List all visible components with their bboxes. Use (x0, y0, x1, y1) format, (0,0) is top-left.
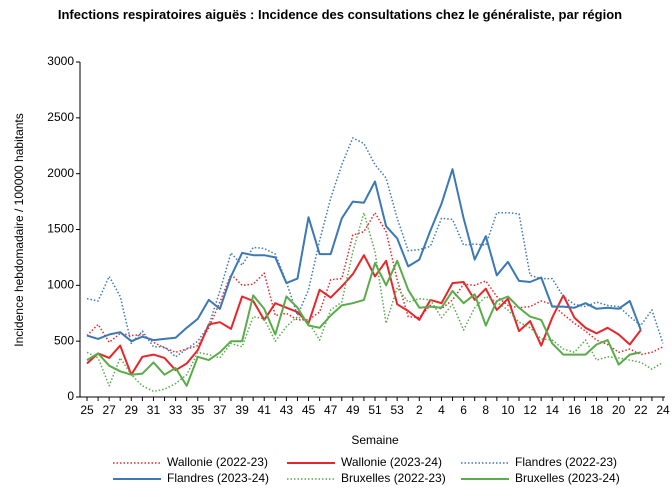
x-tick-label: 2 (416, 403, 423, 417)
x-tick-label: 33 (169, 403, 183, 417)
y-tick-label: 1000 (47, 278, 74, 292)
x-tick-label: 12 (523, 403, 537, 417)
x-tick-label: 16 (568, 403, 582, 417)
series-line (86, 211, 664, 356)
legend-label: Wallonie (2022-23) (167, 455, 268, 469)
x-tick-label: 31 (147, 403, 161, 417)
x-tick-label: 39 (235, 403, 249, 417)
series-line (86, 211, 664, 393)
x-tick-label: 45 (302, 403, 316, 417)
legend-label: Bruxelles (2023-24) (515, 471, 620, 485)
x-axis-label: Semaine (351, 433, 399, 447)
y-axis-label: Incidence hebdomadaire / 100000 habitant… (12, 113, 26, 347)
x-tick-label: 43 (280, 403, 294, 417)
legend-label: Flandres (2023-24) (167, 471, 269, 485)
x-tick-label: 25 (80, 403, 94, 417)
y-tick-label: 1500 (47, 222, 74, 236)
y-tick-label: 0 (67, 389, 74, 403)
series-line (86, 259, 642, 387)
y-tick-label: 2500 (47, 110, 74, 124)
legend-label: Wallonie (2023-24) (341, 455, 442, 469)
x-tick-label: 47 (324, 403, 338, 417)
legend-label: Bruxelles (2022-23) (341, 471, 446, 485)
x-tick-label: 6 (460, 403, 467, 417)
series-line (86, 168, 642, 343)
x-tick-label: 35 (191, 403, 205, 417)
y-tick-label: 500 (54, 333, 74, 347)
x-tick-label: 37 (213, 403, 227, 417)
x-tick-label: 29 (125, 403, 139, 417)
x-tick-label: 27 (102, 403, 116, 417)
x-tick-label: 14 (546, 403, 560, 417)
x-tick-label: 8 (482, 403, 489, 417)
x-tick-label: 4 (438, 403, 445, 417)
x-tick-label: 53 (390, 403, 404, 417)
x-tick-label: 24 (656, 403, 670, 417)
x-tick-label: 41 (258, 403, 272, 417)
x-tick-label: 18 (590, 403, 604, 417)
series-line (86, 254, 642, 376)
series-line (86, 137, 664, 358)
legend-label: Flandres (2022-23) (515, 455, 617, 469)
x-tick-label: 49 (346, 403, 360, 417)
x-tick-label: 51 (368, 403, 382, 417)
x-tick-label: 22 (634, 403, 648, 417)
y-tick-label: 2000 (47, 166, 74, 180)
y-tick-label: 3000 (47, 54, 74, 68)
chart-title: Infections respiratoires aiguës : Incide… (57, 7, 623, 22)
x-tick-label: 10 (501, 403, 515, 417)
x-tick-label: 20 (612, 403, 626, 417)
